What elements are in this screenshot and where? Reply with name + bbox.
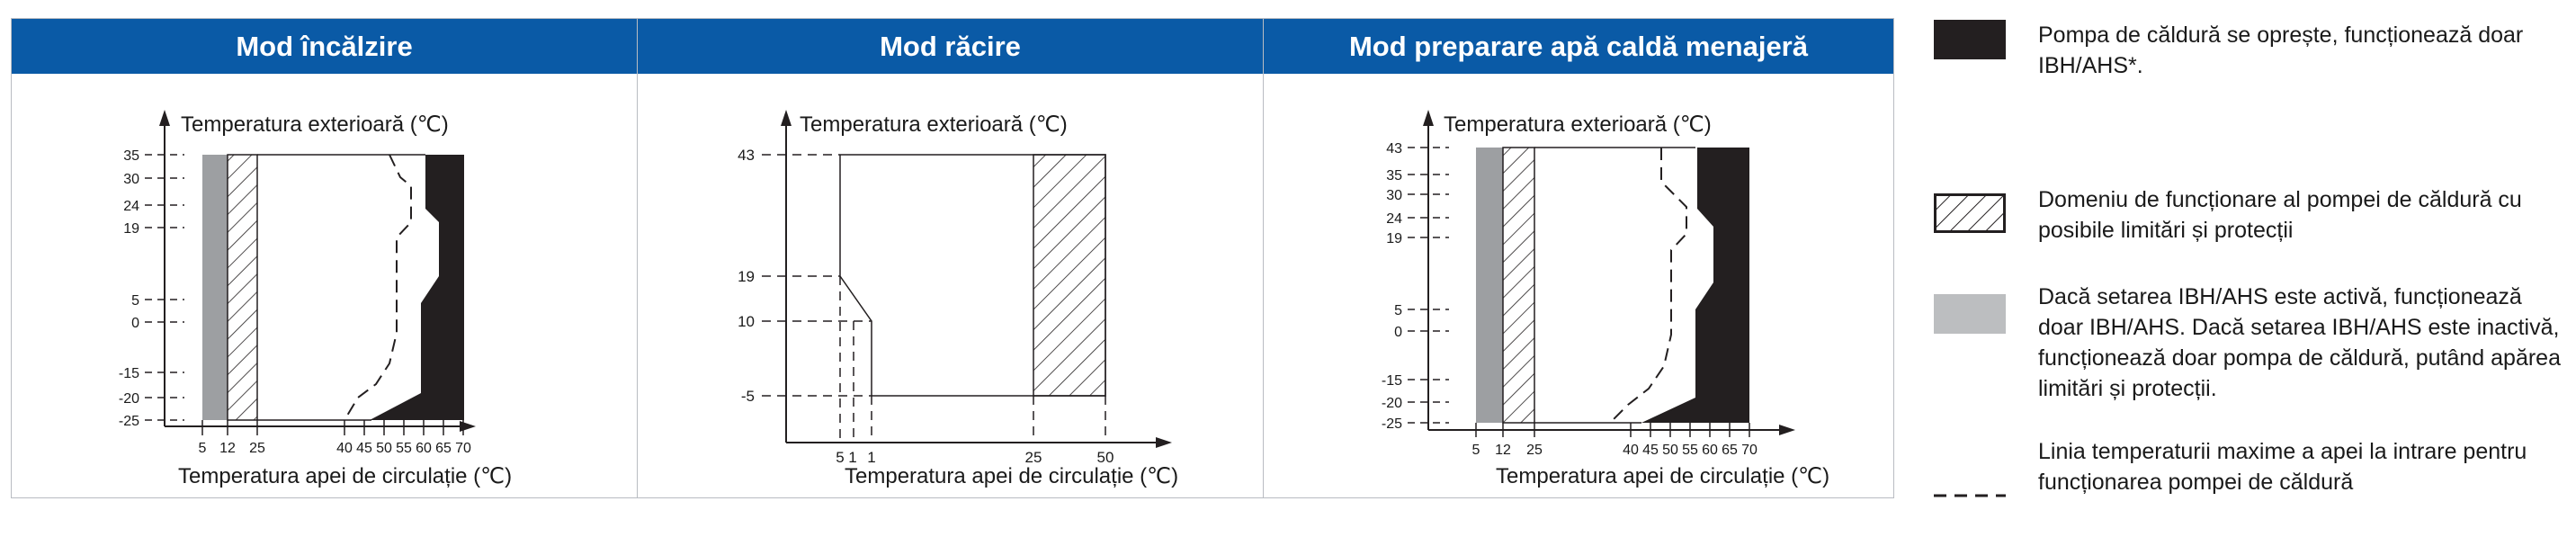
x-axis-arrow	[1156, 437, 1172, 448]
x-tick-label: 25	[249, 441, 265, 456]
ibh-region	[202, 155, 228, 420]
x-ticks: 5 12 25 40 45 50 55 60 65 70	[199, 420, 471, 456]
x-tick-label: 55	[396, 441, 412, 456]
cooling-chart: Temperatura exterioară (℃) Temperatura a…	[738, 110, 1178, 488]
ibh-region	[1476, 148, 1503, 423]
y-tick-label: 24	[123, 199, 139, 214]
x-axis-label: Temperatura apei de circulație (℃)	[1496, 464, 1829, 488]
heating-chart: Temperatura exterioară (℃) Temperatura a…	[119, 110, 512, 488]
heat-pump-off-region	[1641, 148, 1749, 423]
panel-title: Mod încălzire	[12, 19, 637, 74]
x-tick-label: 45	[1642, 443, 1659, 458]
dashed-line-swatch	[1934, 494, 2006, 497]
x-axis-label: Temperatura apei de circulație (℃)	[845, 464, 1178, 488]
heat-pump-off-region	[370, 155, 464, 420]
solid-grey-swatch	[1934, 294, 2006, 334]
y-tick-label: -25	[119, 414, 139, 429]
legend-text: Domeniu de funcționare al pompei de căld…	[2038, 187, 2522, 243]
x-tick-label: 25	[1526, 443, 1543, 458]
x-tick-label: 12	[219, 441, 236, 456]
legend-text: Pompa de căldură se oprește, funcționeaz…	[2038, 22, 2524, 78]
y-axis-arrow	[159, 110, 170, 126]
y-tick-label: 24	[1386, 211, 1402, 227]
y-tick-label: 30	[123, 172, 139, 187]
y-tick-label: -20	[119, 391, 139, 407]
x-ticks: 5 1 1 25 50	[836, 449, 1114, 466]
x-tick-label: 12	[1495, 443, 1511, 458]
y-tick-label: -5	[741, 388, 755, 405]
y-tick-label: 5	[1394, 303, 1402, 318]
y-tick-label: 43	[1386, 141, 1402, 157]
x-tick-label: 1	[867, 449, 875, 466]
x-tick-label: 50	[1662, 443, 1678, 458]
y-axis-arrow	[1423, 110, 1434, 126]
legend: Pompa de căldură se oprește, funcționeaz…	[1934, 0, 2563, 540]
x-tick-label: 60	[1702, 443, 1718, 458]
y-tick-label: 19	[1386, 231, 1402, 246]
x-axis-label: Temperatura apei de circulație (℃)	[178, 464, 512, 488]
dashed-guides	[762, 154, 1106, 443]
x-ticks: 5 12 25 40 45 50 55 60 65 70	[1472, 423, 1758, 458]
y-tick-label: -15	[119, 366, 139, 381]
panel-title: Mod preparare apă caldă menajeră	[1264, 19, 1893, 74]
x-axis-arrow	[1779, 425, 1795, 435]
y-ticks: 43 35 30 24 19 5 0 -15 -20 -25	[1382, 141, 1449, 432]
y-axis-label: Temperatura exterioară (℃)	[1444, 112, 1712, 137]
diagram-panels: Mod încălzire Temperatura exterioară (℃)…	[11, 18, 1894, 498]
y-tick-label: -20	[1382, 396, 1402, 411]
x-tick-label: 70	[1741, 443, 1758, 458]
y-axis-label: Temperatura exterioară (℃)	[800, 112, 1068, 137]
y-tick-label: 0	[1394, 325, 1402, 340]
x-tick-label: 70	[455, 441, 471, 456]
limited-region	[227, 154, 258, 421]
y-tick-label: 5	[131, 293, 139, 309]
y-tick-label: -15	[1382, 373, 1402, 389]
dhw-chart: Temperatura exterioară (℃) Temperatura a…	[1382, 110, 1829, 488]
limited-region	[1502, 147, 1535, 424]
panel-dhw: Mod preparare apă caldă menajeră Tempera…	[1264, 19, 1893, 497]
y-tick-label: 19	[738, 268, 755, 285]
x-tick-label: 40	[1623, 443, 1639, 458]
x-tick-label: 1	[848, 449, 856, 466]
x-tick-label: 5	[836, 449, 844, 466]
x-tick-label: 60	[416, 441, 432, 456]
x-axis-arrow	[460, 421, 476, 432]
y-tick-label: 10	[738, 313, 755, 330]
x-tick-label: 25	[1025, 449, 1042, 466]
y-axis-arrow	[781, 110, 792, 126]
solid-black-swatch	[1934, 20, 2006, 59]
panel-cooling: Mod răcire Temperatura exterioară (℃) Te…	[638, 19, 1264, 497]
x-tick-label: 45	[356, 441, 372, 456]
legend-text: Linia temperaturii maxime a apei la intr…	[2038, 439, 2527, 495]
max-inlet-dashed-line	[1609, 148, 1687, 424]
max-inlet-dashed-line	[344, 154, 412, 421]
hatched-swatch	[1934, 193, 2006, 233]
x-tick-label: 5	[1472, 443, 1480, 458]
x-tick-label: 65	[1722, 443, 1738, 458]
x-tick-label: 65	[435, 441, 452, 456]
x-tick-label: 40	[336, 441, 353, 456]
y-ticks: 35 30 24 19 5 0 -15 -20 -25	[119, 148, 184, 429]
y-axis-label: Temperatura exterioară (℃)	[181, 112, 449, 137]
y-tick-label: 19	[123, 221, 139, 237]
y-tick-label: -25	[1382, 416, 1402, 432]
y-tick-label: 0	[131, 316, 139, 331]
y-ticks: 43 19 10 -5	[738, 147, 755, 405]
y-tick-label: 35	[123, 148, 139, 164]
panel-title: Mod răcire	[638, 19, 1263, 74]
x-tick-label: 50	[376, 441, 392, 456]
y-tick-label: 43	[738, 147, 755, 164]
legend-text: Dacă setarea IBH/AHS este activă, funcți…	[2038, 284, 2561, 401]
x-tick-label: 5	[199, 441, 207, 456]
x-tick-label: 50	[1097, 449, 1114, 466]
x-tick-label: 55	[1682, 443, 1698, 458]
y-tick-label: 30	[1386, 188, 1402, 203]
panel-heating: Mod încălzire Temperatura exterioară (℃)…	[12, 19, 638, 497]
y-tick-label: 35	[1386, 168, 1402, 183]
limited-region	[1033, 154, 1106, 397]
